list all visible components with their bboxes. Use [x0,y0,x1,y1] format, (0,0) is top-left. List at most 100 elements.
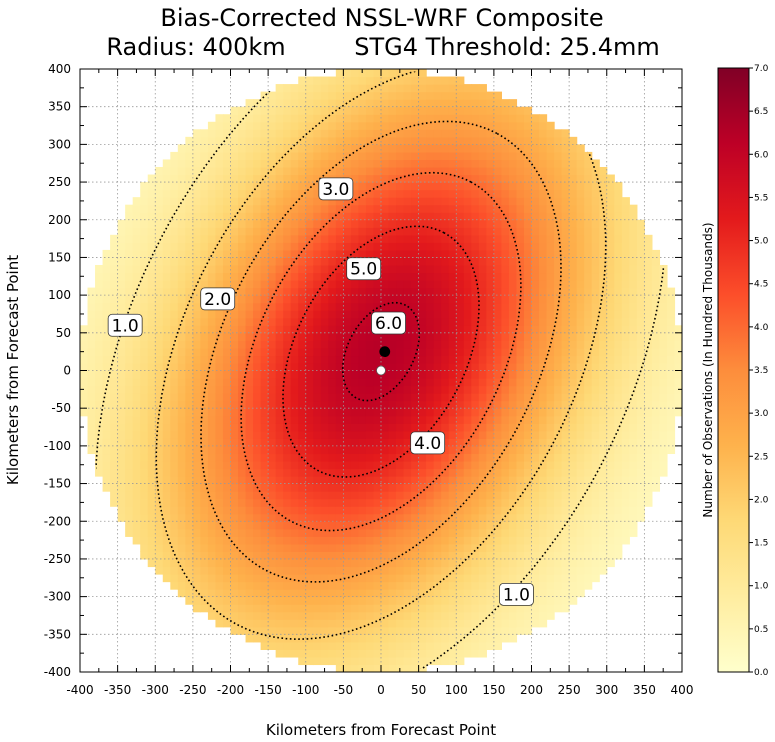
heatmap-cell [629,498,638,507]
heatmap-cell [87,302,96,311]
heatmap-cell [125,272,134,281]
heatmap-cell [117,408,126,417]
heatmap-cell [335,415,344,424]
heatmap-cell [441,287,450,296]
heatmap-cell [501,445,510,455]
heatmap-cell [335,234,344,243]
heatmap-cell [132,438,141,447]
heatmap-cell [320,476,329,485]
heatmap-cell [373,249,382,259]
heatmap-cell [147,182,156,191]
heatmap-cell [373,415,382,424]
heatmap-cell [102,272,111,281]
heatmap-cell [343,310,352,319]
heatmap-cell [222,204,232,213]
heatmap-cell [523,212,533,221]
heatmap-cell [448,498,457,507]
heatmap-cell [222,536,232,545]
heatmap-cell [403,182,412,191]
heatmap-cell [313,166,322,176]
heatmap-cell [531,159,540,168]
heatmap-cell [253,257,262,266]
heatmap-cell [275,151,284,161]
heatmap-cell [599,468,608,477]
heatmap-cell [531,136,540,145]
heatmap-cell [320,370,329,379]
heatmap-cell [441,204,450,213]
heatmap-cell [260,611,269,620]
heatmap-cell [531,498,540,507]
heatmap-cell [576,408,585,417]
heatmap-cell [245,310,254,319]
heatmap-cell [433,423,442,432]
heatmap-cell [155,445,164,455]
heatmap-cell [102,257,111,266]
heatmap-cell [606,257,615,266]
heatmap-cell [388,347,397,357]
heatmap-cell [298,355,307,364]
heatmap-cell [554,347,563,357]
heatmap-cell [591,574,600,583]
heatmap-cell [433,498,442,507]
heatmap-cell [140,423,149,432]
heatmap-cell [493,91,502,100]
heatmap-cell [80,370,89,379]
heatmap-cell [546,498,555,507]
heatmap-cell [659,415,668,424]
heatmap-cell [478,581,487,590]
heatmap-cell [441,619,450,628]
heatmap-cell [501,204,510,213]
heatmap-cell [621,423,630,432]
heatmap-cell [463,498,472,507]
heatmap-cell [320,513,329,522]
heatmap-cell [418,611,427,620]
heatmap-cell [614,506,623,515]
heatmap-cell [629,460,638,470]
heatmap-cell [501,430,510,439]
heatmap-cell [531,536,540,545]
heatmap-cell [95,393,104,402]
heatmap-cell [546,264,555,274]
heatmap-cell [283,476,292,485]
heatmap-cell [396,174,405,183]
heatmap-cell [418,498,427,507]
heatmap-cell [320,641,329,650]
heatmap-cell [365,280,375,289]
heatmap-cell [381,257,390,266]
heatmap-cell [448,430,457,439]
heatmap-cell [426,408,435,417]
heatmap-cell [290,438,299,447]
heatmap-cell [531,521,540,530]
heatmap-cell [245,581,254,590]
heatmap-cell [177,460,186,470]
heatmap-cell [516,528,525,537]
heatmap-cell [200,415,209,424]
heatmap-cell [313,551,322,560]
heatmap-cell [381,453,390,462]
heatmap-cell [238,400,247,409]
heatmap-cell [516,393,525,402]
heatmap-cell [335,166,344,176]
heatmap-cell [155,385,164,394]
heatmap-cell [110,483,119,492]
heatmap-cell [350,287,360,296]
heatmap-cell [644,347,653,357]
heatmap-cell [471,574,480,583]
heatmap-cell [313,257,322,266]
heatmap-cell [373,340,382,349]
heatmap-cell [576,219,585,228]
heatmap-cell [508,212,518,221]
heatmap-cell [516,129,525,138]
heatmap-cell [486,159,495,168]
heatmap-cell [591,257,600,266]
heatmap-cell [614,272,623,281]
heatmap-cell [365,287,375,296]
heatmap-cell [591,204,600,213]
heatmap-cell [388,272,397,281]
heatmap-cell [463,234,472,243]
heatmap-cell [659,423,668,432]
heatmap-cell [426,99,435,108]
heatmap-cell [177,234,186,243]
heatmap-cell [606,234,615,243]
heatmap-cell [388,136,397,145]
